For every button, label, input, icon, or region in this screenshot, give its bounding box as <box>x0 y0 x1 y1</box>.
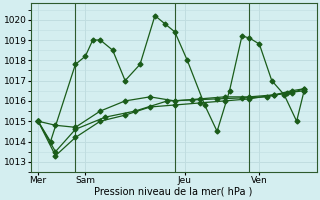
X-axis label: Pression niveau de la mer( hPa ): Pression niveau de la mer( hPa ) <box>94 187 253 197</box>
